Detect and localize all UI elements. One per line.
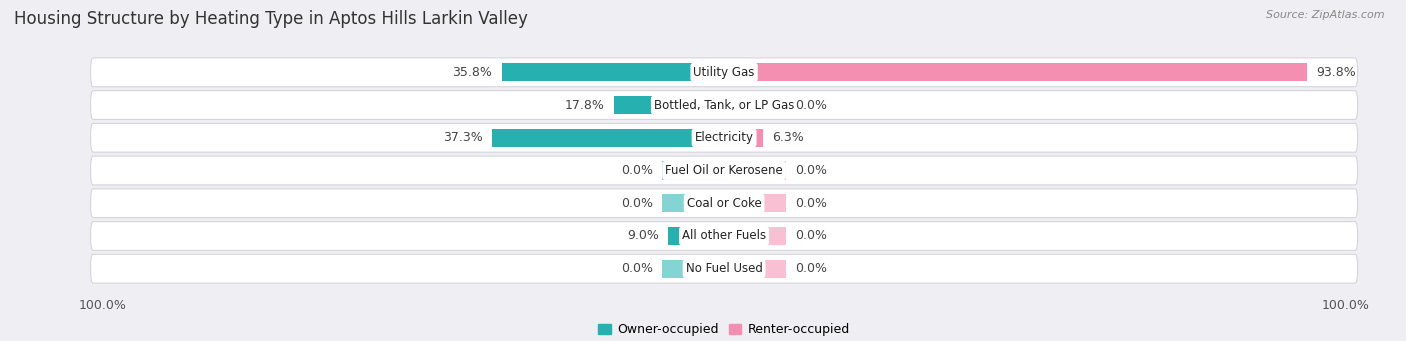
FancyBboxPatch shape [90, 91, 1358, 119]
Bar [724, 162, 786, 179]
Text: Source: ZipAtlas.com: Source: ZipAtlas.com [1267, 10, 1385, 20]
Bar [662, 162, 724, 179]
Text: Housing Structure by Heating Type in Aptos Hills Larkin Valley: Housing Structure by Heating Type in Apt… [14, 10, 527, 28]
FancyBboxPatch shape [90, 222, 1358, 250]
Text: 0.0%: 0.0% [796, 262, 828, 275]
FancyBboxPatch shape [90, 189, 1358, 218]
Bar [662, 260, 724, 278]
Text: 0.0%: 0.0% [620, 262, 652, 275]
Bar [724, 63, 1306, 81]
Text: 0.0%: 0.0% [620, 197, 652, 210]
Bar [613, 96, 724, 114]
FancyBboxPatch shape [90, 254, 1358, 283]
Text: Electricity: Electricity [695, 131, 754, 144]
Bar [724, 260, 786, 278]
Text: 37.3%: 37.3% [443, 131, 484, 144]
Text: Fuel Oil or Kerosene: Fuel Oil or Kerosene [665, 164, 783, 177]
Text: Bottled, Tank, or LP Gas: Bottled, Tank, or LP Gas [654, 99, 794, 112]
Bar [492, 129, 724, 147]
FancyBboxPatch shape [90, 123, 1358, 152]
Bar [724, 194, 786, 212]
Text: All other Fuels: All other Fuels [682, 229, 766, 242]
Bar [724, 96, 786, 114]
Bar [502, 63, 724, 81]
Text: 93.8%: 93.8% [1316, 66, 1355, 79]
Bar [662, 194, 724, 212]
Text: No Fuel Used: No Fuel Used [686, 262, 762, 275]
Text: 0.0%: 0.0% [796, 197, 828, 210]
Text: Utility Gas: Utility Gas [693, 66, 755, 79]
FancyBboxPatch shape [90, 58, 1358, 87]
Bar [668, 227, 724, 245]
Text: 6.3%: 6.3% [772, 131, 804, 144]
Text: 9.0%: 9.0% [627, 229, 659, 242]
Text: 35.8%: 35.8% [453, 66, 492, 79]
Text: 0.0%: 0.0% [796, 229, 828, 242]
Text: 0.0%: 0.0% [796, 99, 828, 112]
Legend: Owner-occupied, Renter-occupied: Owner-occupied, Renter-occupied [593, 318, 855, 341]
Text: Coal or Coke: Coal or Coke [686, 197, 762, 210]
FancyBboxPatch shape [90, 156, 1358, 185]
Bar [724, 129, 763, 147]
Bar [724, 227, 786, 245]
Text: 0.0%: 0.0% [796, 164, 828, 177]
Text: 17.8%: 17.8% [564, 99, 605, 112]
Text: 0.0%: 0.0% [620, 164, 652, 177]
